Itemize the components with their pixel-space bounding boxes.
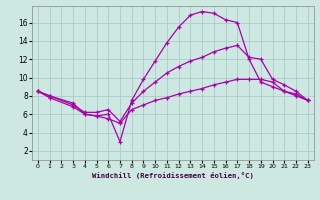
X-axis label: Windchill (Refroidissement éolien,°C): Windchill (Refroidissement éolien,°C) — [92, 172, 254, 179]
